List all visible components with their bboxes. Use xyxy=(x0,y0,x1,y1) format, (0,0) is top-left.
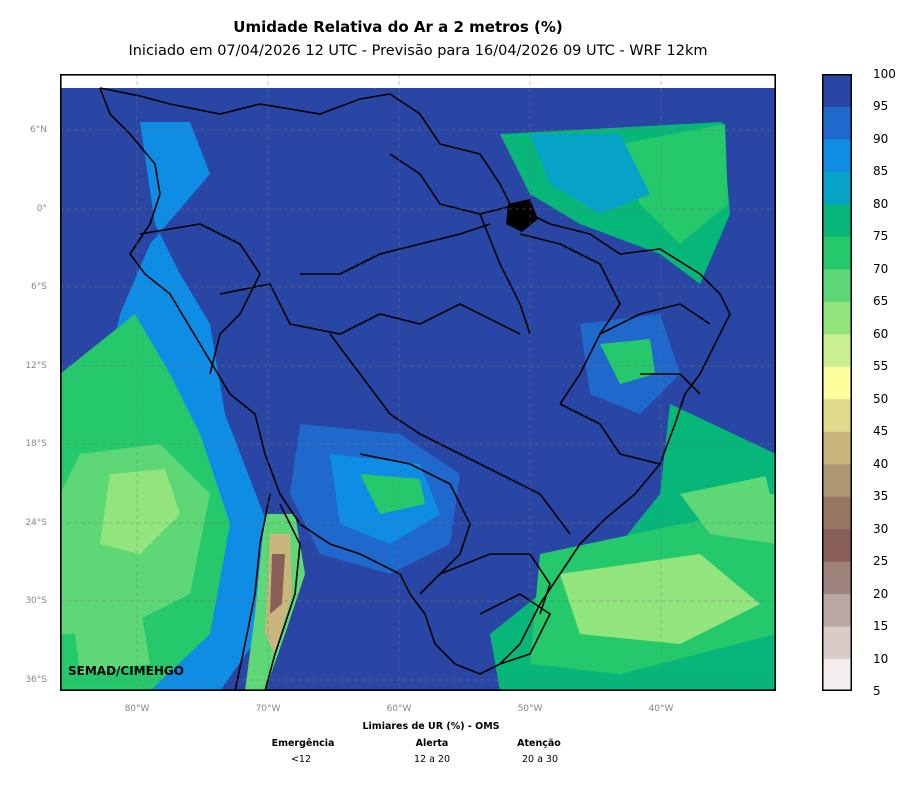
colorbar-tick-label: 55 xyxy=(873,359,889,374)
threshold-alert-label: Alerta xyxy=(415,738,449,749)
humidity-map xyxy=(60,74,776,691)
threshold-attention-label: Atenção xyxy=(517,738,561,749)
threshold-emergency-range: <12 xyxy=(290,754,312,765)
colorbar-tick-label: 40 xyxy=(873,456,889,471)
colorbar-tick-label: 80 xyxy=(873,196,889,211)
colorbar-cell xyxy=(822,658,852,691)
lon-tick: 70°W xyxy=(255,704,281,714)
map-title: Umidade Relativa do Ar a 2 metros (%) xyxy=(233,18,563,36)
colorbar-cell xyxy=(822,431,852,465)
colorbar-cell xyxy=(822,74,852,107)
colorbar-tick-label: 15 xyxy=(873,619,889,634)
colorbar-cell xyxy=(822,138,852,172)
colorbar-tick-label: 100 xyxy=(873,67,896,81)
colorbar-cell xyxy=(822,528,852,562)
credit-label: SEMAD/CIMEHGO xyxy=(68,664,184,678)
lat-tick: 0° xyxy=(36,204,47,214)
colorbar-cell xyxy=(822,333,852,367)
lon-tick: 50°W xyxy=(517,704,543,714)
colorbar-tick-label: 10 xyxy=(873,651,889,666)
colorbar-cell xyxy=(822,203,852,237)
graticule xyxy=(60,74,776,691)
colorbar-tick-label: 95 xyxy=(873,99,889,114)
colorbar-cell xyxy=(822,366,852,400)
colorbar-tick-label: 45 xyxy=(873,424,889,439)
thresholds-title: Limiares de UR (%) - OMS xyxy=(362,721,500,732)
colorbar-cell xyxy=(822,561,852,595)
colorbar-tick-label: 35 xyxy=(873,489,889,504)
colorbar-cell xyxy=(822,236,852,270)
lon-tick: 60°W xyxy=(386,704,412,714)
colorbar-cell xyxy=(822,301,852,335)
lat-tick: 18°S xyxy=(25,439,47,449)
colorbar-cell xyxy=(822,171,852,205)
threshold-alert-range: 12 a 20 xyxy=(413,754,451,765)
lat-tick: 6°N xyxy=(30,125,47,135)
colorbar-tick-label: 90 xyxy=(873,131,889,146)
lon-tick: 80°W xyxy=(124,704,150,714)
lat-tick: 24°S xyxy=(25,518,47,528)
lat-tick: 36°S xyxy=(25,675,47,685)
colorbar-tick-label: 65 xyxy=(873,294,889,309)
colorbar-tick-label: 60 xyxy=(873,326,889,341)
lat-tick: 30°S xyxy=(25,596,47,606)
lat-tick: 12°S xyxy=(25,361,47,371)
colorbar-tick-label: 20 xyxy=(873,586,889,601)
colorbar-tick-label: 70 xyxy=(873,261,889,276)
lon-tick: 40°W xyxy=(648,704,674,714)
colorbar-cell xyxy=(822,268,852,302)
map-subtitle: Iniciado em 07/04/2026 12 UTC - Previsão… xyxy=(128,43,708,59)
colorbar-tick-label: 85 xyxy=(873,164,889,179)
colorbar-tick-label: 75 xyxy=(873,229,889,244)
colorbar-tick-label: 30 xyxy=(873,521,889,536)
threshold-attention-range: 20 a 30 xyxy=(521,754,559,765)
colorbar-cell xyxy=(822,106,852,140)
colorbar-cell xyxy=(822,593,852,627)
lat-tick: 6°S xyxy=(31,282,47,292)
colorbar-cell xyxy=(822,626,852,660)
colorbar-cell xyxy=(822,496,852,530)
colorbar-tick-label: 50 xyxy=(873,391,889,406)
colorbar-cell xyxy=(822,463,852,497)
threshold-emergency-label: Emergência xyxy=(271,738,335,749)
colorbar-tick-label: 25 xyxy=(873,554,889,569)
colorbar-tick-label: 5 xyxy=(873,684,881,698)
colorbar-cell xyxy=(822,398,852,432)
colorbar xyxy=(822,74,852,691)
